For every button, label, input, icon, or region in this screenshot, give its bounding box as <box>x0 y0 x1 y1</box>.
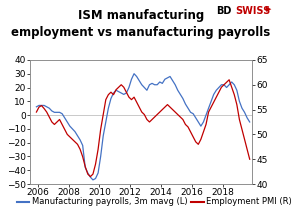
Text: employment vs manufacturing payrolls: employment vs manufacturing payrolls <box>11 26 271 39</box>
Text: BD: BD <box>216 6 231 16</box>
Text: SWISS: SWISS <box>236 6 271 16</box>
Text: ▶: ▶ <box>266 6 271 12</box>
Legend: Manufacturing payrolls, 3m mavg (L), Employment PMI (R): Manufacturing payrolls, 3m mavg (L), Emp… <box>13 194 296 210</box>
Text: ISM manufacturing: ISM manufacturing <box>78 9 204 22</box>
